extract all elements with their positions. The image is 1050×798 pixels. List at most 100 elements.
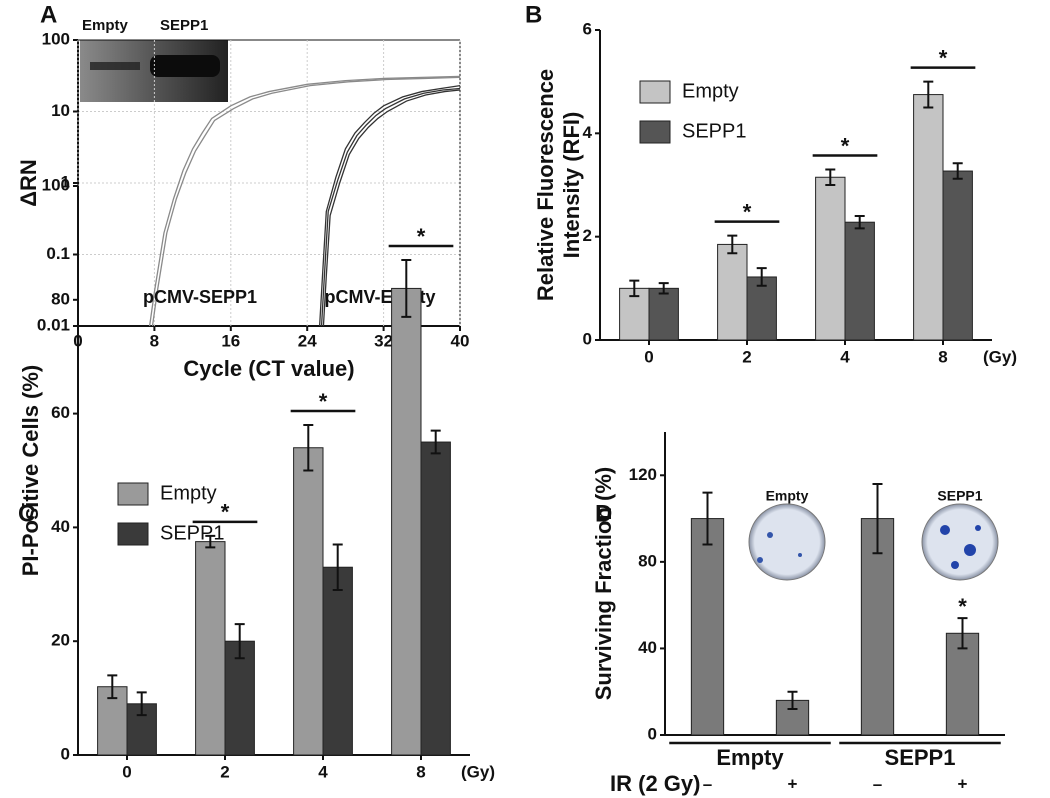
x-tick-label: 2	[742, 347, 751, 366]
error-bar	[872, 482, 883, 555]
y-tick-label: 0	[648, 724, 657, 743]
bar	[322, 566, 353, 756]
error-bar	[136, 691, 147, 717]
x-tick-label: 8	[416, 762, 425, 781]
error-bar	[787, 690, 798, 711]
y-tick-label: 100	[42, 175, 70, 194]
group-label: Empty	[716, 745, 784, 770]
significance: *	[958, 594, 967, 619]
error-bar	[401, 258, 412, 318]
legend-swatch	[117, 522, 149, 546]
y-tick-label: 1	[61, 172, 70, 191]
error-bar	[957, 617, 968, 650]
y-tick-label: 100	[42, 29, 70, 48]
y-tick-label: 0.01	[37, 315, 70, 334]
x-tick-label: +	[788, 774, 798, 793]
panel-label: A	[40, 1, 57, 28]
error-bar	[854, 215, 865, 230]
significance: *	[417, 224, 426, 249]
error-bar	[205, 534, 216, 549]
legend-label: SEPP1	[682, 120, 746, 142]
blot-inset	[80, 40, 228, 102]
bar	[420, 441, 451, 756]
error-bar	[658, 282, 669, 295]
y-tick-label: 120	[629, 465, 657, 484]
error-bar	[234, 623, 245, 660]
bar	[746, 276, 777, 341]
error-bar	[303, 423, 314, 472]
curve	[320, 87, 461, 327]
error-bar	[756, 267, 767, 287]
significance: *	[939, 45, 948, 70]
y-tick-label: 40	[51, 517, 70, 536]
x-axis-label: Cycle (CT value)	[183, 356, 354, 381]
inset-label: SEPP1	[160, 17, 208, 34]
y-axis-label: Surviving Fraction (%)	[591, 467, 616, 700]
curve	[151, 76, 461, 327]
bar	[690, 518, 725, 736]
error-bar	[702, 491, 713, 546]
y-tick-label: 4	[583, 123, 593, 142]
significance: *	[841, 133, 850, 158]
legend-label: Empty	[160, 482, 217, 504]
panel-label: C	[18, 500, 35, 527]
y-axis-label: Relative Fluorescence	[533, 69, 558, 301]
x-tick-label: 40	[451, 331, 470, 350]
bar	[391, 287, 422, 756]
y-tick-label: 80	[638, 551, 657, 570]
x-tick-label: 32	[374, 331, 393, 350]
curve	[322, 89, 461, 327]
error-bar	[332, 543, 343, 591]
y-tick-label: 20	[51, 631, 70, 650]
x-tick-label: 16	[221, 331, 240, 350]
x-tick-label: 0	[644, 347, 653, 366]
significance: *	[221, 500, 230, 525]
error-bar	[825, 168, 836, 186]
x-tick-label: –	[873, 774, 882, 793]
inset-label: Empty	[766, 488, 809, 504]
y-tick-label: 10	[51, 101, 70, 120]
panel-label: D	[595, 500, 612, 527]
bar	[945, 632, 980, 736]
significance: *	[319, 389, 328, 414]
legend-swatch	[117, 482, 149, 506]
curve	[148, 75, 461, 327]
y-tick-label: 0	[61, 744, 70, 763]
x-tick-label: –	[703, 774, 712, 793]
x-tick-label: 8	[938, 347, 947, 366]
curve	[318, 84, 461, 327]
y-axis-label: PI-Positive Cells (%)	[18, 365, 43, 577]
error-bar	[952, 162, 963, 180]
error-bar	[923, 80, 934, 109]
y-tick-label: 80	[51, 289, 70, 308]
x-unit: (Gy)	[461, 762, 495, 781]
error-bar	[430, 429, 441, 455]
inset-label: Empty	[82, 17, 129, 34]
y-tick-label: 40	[638, 638, 657, 657]
bar	[844, 221, 875, 341]
bar	[717, 243, 748, 341]
error-bar	[107, 674, 118, 700]
annotation: pCMV-SEPP1	[143, 287, 257, 307]
group-label: SEPP1	[885, 745, 956, 770]
bar	[293, 447, 324, 756]
y-tick-label: 60	[51, 403, 70, 422]
y-axis-label: ΔRN	[16, 159, 41, 207]
bar	[195, 541, 226, 756]
x-tick-label: 4	[840, 347, 850, 366]
bar	[815, 176, 846, 341]
inset-label: SEPP1	[937, 488, 982, 504]
legend-label: SEPP1	[160, 522, 224, 544]
bar	[860, 518, 895, 736]
bar	[942, 170, 973, 341]
bar	[224, 640, 255, 756]
y-tick-label: 2	[583, 226, 592, 245]
panel-label: B	[525, 1, 542, 28]
x-tick-label: 24	[298, 331, 317, 350]
y-tick-label: 0	[583, 329, 592, 348]
row-label: IR (2 Gy)	[610, 771, 700, 796]
legend-label: Empty	[682, 80, 739, 102]
dish-insets	[748, 503, 999, 581]
x-tick-label: 0	[122, 762, 131, 781]
